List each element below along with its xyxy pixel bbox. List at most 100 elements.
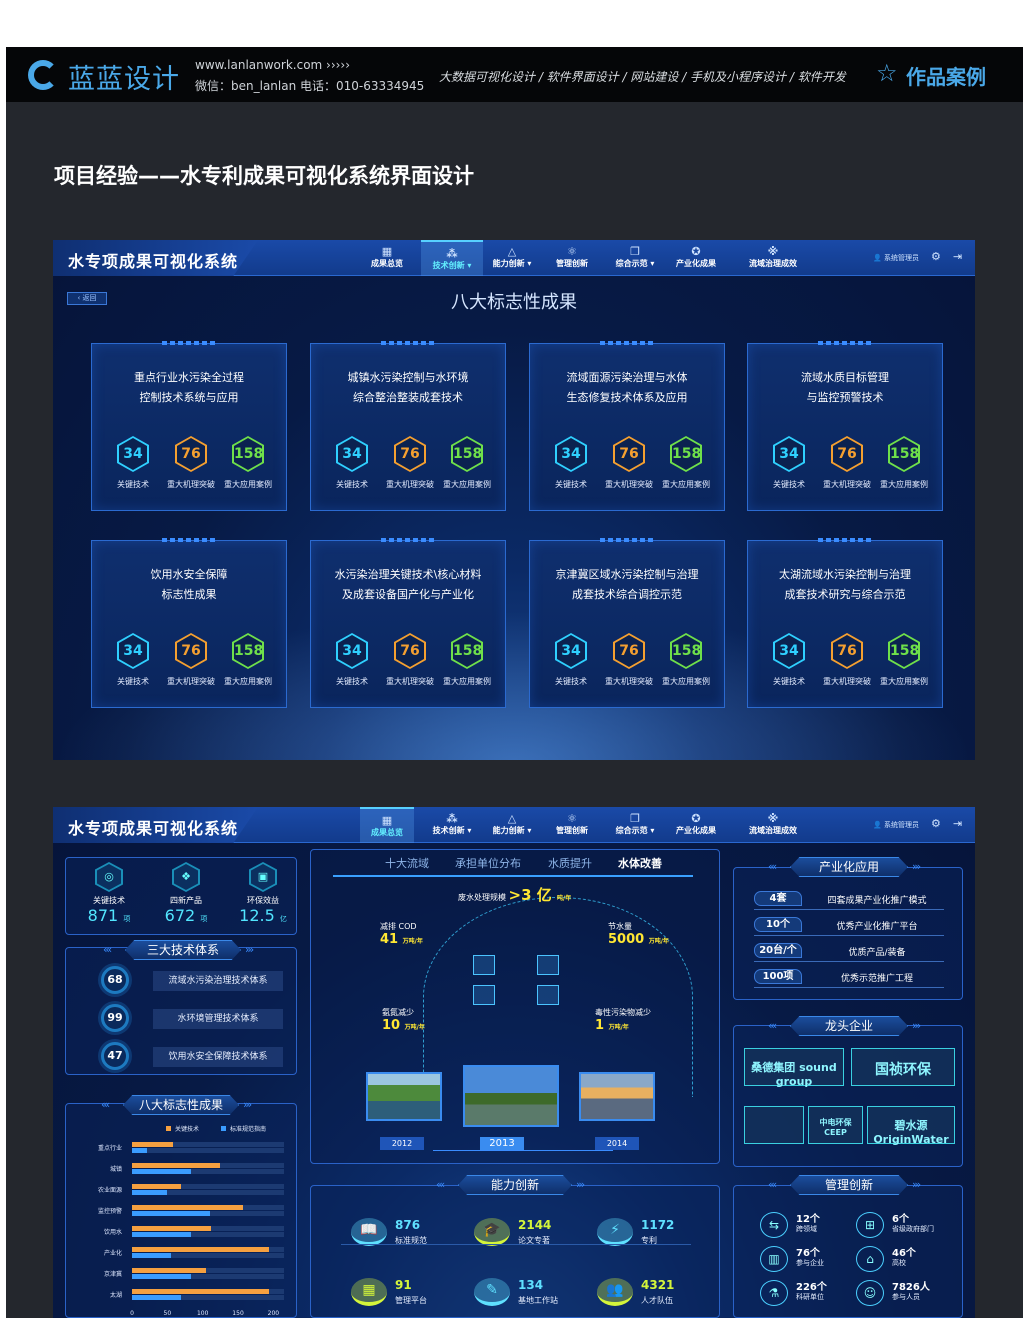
achievement-card[interactable]: 水污染治理关键技术\核心材料 及成套设备国产化与产业化 34 关键技术 76 重大机理突破… xyxy=(310,538,506,708)
contact-info: 微信：ben_lanlan 电话：010-63334945 xyxy=(195,79,425,93)
tab-0[interactable]: 十大流域 xyxy=(385,857,429,870)
nav-item-0[interactable]: ▦ 成果总览 xyxy=(360,807,414,843)
metric-label: 废水处理规模 xyxy=(458,893,506,902)
site-url[interactable]: www.lanlanwork.com ››››› xyxy=(195,58,351,72)
mgmt-value: 76个 xyxy=(796,1248,820,1259)
industry-item[interactable]: 10个 优秀产业化推广平台 xyxy=(754,916,944,936)
year-button[interactable]: 2012 xyxy=(380,1137,424,1150)
company-logo[interactable]: 桑德集团 sound group xyxy=(744,1048,844,1088)
badge-label: 关键技术 xyxy=(117,480,149,489)
ability-item: 📖 876 标准规范 xyxy=(351,1218,541,1288)
card-title-line: 重点行业水污染全过程 xyxy=(134,371,244,384)
user-menu[interactable]: 👤 系统管理员 xyxy=(873,254,919,262)
industry-item[interactable]: 20台/个 优质产品/装备 xyxy=(754,942,944,962)
achievement-card[interactable]: 流域水质目标管理 与监控预警技术 34 关键技术 76 重大机理突破 158 重大应用案例 xyxy=(747,341,943,511)
year-button[interactable]: 2014 xyxy=(595,1137,639,1150)
badge-label: 重大应用案例 xyxy=(443,480,491,489)
ability-label: 管理平台 xyxy=(395,1296,427,1305)
achievement-card[interactable]: 京津冀区域水污染控制与治理 成套技术综合调控示范 34 关键技术 76 重大机理突破 158… xyxy=(529,538,725,708)
card-title: 太湖流域水污染控制与治理 成套技术研究与综合示范 xyxy=(748,565,942,605)
mgmt-value: 226个 xyxy=(796,1282,827,1293)
chevron-down-icon: ▾ xyxy=(647,259,655,268)
timeline-photo[interactable] xyxy=(366,1072,442,1121)
logout-icon[interactable]: ⇥ xyxy=(953,817,963,830)
ability-panel-title: 能力创新 xyxy=(458,1175,572,1195)
industry-item[interactable]: 4套 四套成果产业化推广模式 xyxy=(754,890,944,910)
metric-number: 5000 xyxy=(608,932,645,947)
tab-2[interactable]: 水质提升 xyxy=(548,857,592,870)
hex-badge: 76 xyxy=(175,436,207,472)
stat-unit: 项 xyxy=(200,915,208,923)
hex-badge: 158 xyxy=(232,633,264,669)
nav-item-2[interactable]: △ 能力创新 ▾ xyxy=(483,240,541,276)
ability-label: 基地工作站 xyxy=(518,1296,558,1305)
tech-count-ring: 68 xyxy=(101,966,129,994)
nav-item-4[interactable]: ❐ 综合示范 ▾ xyxy=(606,807,664,843)
nav-item-1[interactable]: ⁂ 技术创新 ▾ xyxy=(421,807,483,843)
tab-1[interactable]: 承担单位分布 xyxy=(455,857,521,870)
tab-underline xyxy=(333,875,693,877)
ability-item: 👥 4321 人才队伍 xyxy=(597,1278,787,1318)
brand-name[interactable]: 蓝蓝设计 xyxy=(68,64,180,95)
chevrons-left-icon: ‹‹‹ xyxy=(101,1098,110,1111)
company-logo[interactable]: 中电环保 CEEP xyxy=(808,1106,863,1144)
tech-item[interactable]: 99 水环境管理技术体系 xyxy=(71,1004,296,1034)
nav-item-3[interactable]: ⚛ 管理创新 xyxy=(543,240,601,276)
metric-label: 氨氮减少 xyxy=(382,1008,414,1017)
nav-item-6[interactable]: ※ 流域治理成效 xyxy=(733,240,813,276)
tech-count-ring: 99 xyxy=(101,1004,129,1032)
hex-badge: 76 xyxy=(613,436,645,472)
gear-icon[interactable]: ⚙ xyxy=(931,817,941,830)
nav-icon: ※ xyxy=(767,812,779,825)
chevron-down-icon: ▾ xyxy=(464,261,472,270)
nav-item-1[interactable]: ⁂ 技术创新 ▾ xyxy=(421,240,483,276)
nav-item-6[interactable]: ※ 流域治理成效 xyxy=(733,807,813,843)
nav-item-3[interactable]: ⚛ 管理创新 xyxy=(543,807,601,843)
hex-badge: 158 xyxy=(232,436,264,472)
achievement-card[interactable]: 太湖流域水污染控制与治理 成套技术研究与综合示范 34 关键技术 76 重大机理突破 158… xyxy=(747,538,943,708)
company-logo[interactable]: 碧水源 OriginWater xyxy=(867,1106,955,1146)
legend-item: 标准规范指南 xyxy=(221,1124,266,1133)
metric-unit: 万吨/年 xyxy=(404,1024,425,1031)
chevron-down-icon: ▾ xyxy=(464,826,472,835)
tab-3[interactable]: 水体改善 xyxy=(618,857,662,870)
tech-name: 流域水污染治理技术体系 xyxy=(153,971,283,991)
company-logo[interactable]: 国祯环保 xyxy=(851,1048,955,1086)
industry-item[interactable]: 100项 优秀示范推广工程 xyxy=(754,968,944,988)
industry-value: 10个 xyxy=(754,917,802,932)
timeline-line xyxy=(433,1150,613,1151)
nav-item-2[interactable]: △ 能力创新 ▾ xyxy=(483,807,541,843)
card-title: 重点行业水污染全过程 控制技术系统与应用 xyxy=(92,368,286,408)
tech-item[interactable]: 68 流域水污染治理技术体系 xyxy=(71,966,296,996)
achievement-card[interactable]: 流域面源污染治理与水体 生态修复技术体系及应用 34 关键技术 76 重大机理突破 158 重… xyxy=(529,341,725,511)
stat-icon: ❖ xyxy=(172,862,200,892)
gear-icon[interactable]: ⚙ xyxy=(931,250,941,263)
bar-blue xyxy=(132,1211,210,1216)
nav-item-0[interactable]: ▦ 成果总览 xyxy=(360,240,414,276)
logout-icon[interactable]: ⇥ xyxy=(953,250,963,263)
achievement-card[interactable]: 饮用水安全保障 标志性成果 34 关键技术 76 重大机理突破 158 重大应用案例 xyxy=(91,538,287,708)
nav-item-4[interactable]: ❐ 综合示范 ▾ xyxy=(606,240,664,276)
achievement-card[interactable]: 城镇水污染控制与水环境 综合整治整装成套技术 34 关键技术 76 重大机理突破 158 重大… xyxy=(310,341,506,511)
stat-icon-glyph: ▣ xyxy=(251,864,275,890)
badge-label: 重大机理突破 xyxy=(167,677,215,686)
badge-value: 76 xyxy=(615,635,643,667)
nav-item-5[interactable]: ✪ 产业化成果 xyxy=(665,240,727,276)
hex-badge: 34 xyxy=(773,633,805,669)
company-logo[interactable] xyxy=(744,1106,804,1144)
nav-icon: △ xyxy=(507,245,517,258)
card-title-line: 及成套设备国产化与产业化 xyxy=(342,588,474,601)
hex-badge: 158 xyxy=(670,633,702,669)
user-menu[interactable]: 👤 系统管理员 xyxy=(873,821,919,829)
industry-label: 优质产品/装备 xyxy=(848,948,906,958)
badge-value: 34 xyxy=(119,635,147,667)
nav-item-5[interactable]: ✪ 产业化成果 xyxy=(665,807,727,843)
timeline-photo[interactable] xyxy=(463,1065,559,1127)
tech-item[interactable]: 47 饮用水安全保障技术体系 xyxy=(71,1042,296,1072)
back-button[interactable]: ‹ 返回 xyxy=(67,292,107,305)
nav-icon: △ xyxy=(507,812,517,825)
year-button[interactable]: 2013 xyxy=(480,1137,524,1150)
chevrons-right-icon: ››› xyxy=(576,1178,585,1191)
timeline-photo[interactable] xyxy=(579,1072,655,1121)
achievement-card[interactable]: 重点行业水污染全过程 控制技术系统与应用 34 关键技术 76 重大机理突破 158 重大应用… xyxy=(91,341,287,511)
